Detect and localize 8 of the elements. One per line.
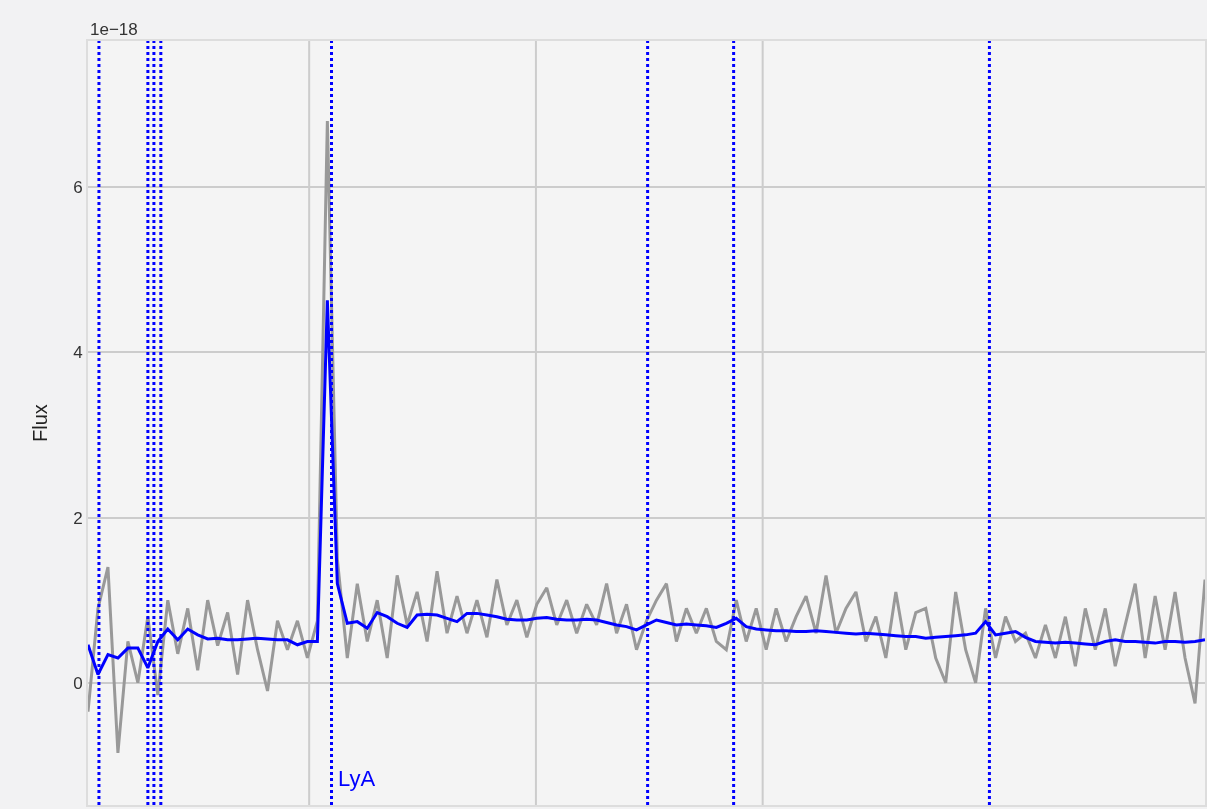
y-tick-label: 0: [73, 673, 83, 693]
y-axis-title: Flux: [29, 404, 52, 442]
y-tick-label: 2: [73, 508, 83, 528]
text: 1e−18: [90, 20, 138, 39]
text: LyA: [338, 766, 376, 791]
y-tick-label: 4: [73, 343, 83, 363]
y-tick-label: 6: [73, 178, 83, 198]
line-series: [88, 119, 1205, 755]
